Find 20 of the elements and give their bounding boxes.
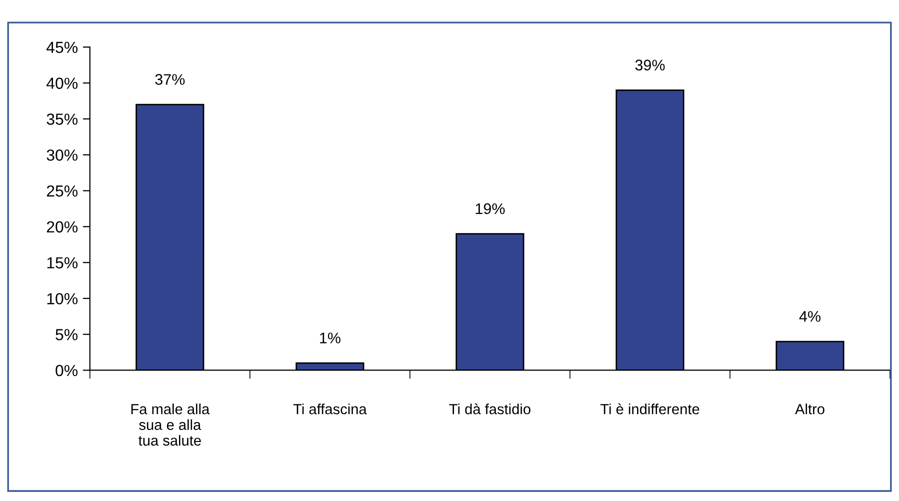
y-tick-label: 15% [47, 257, 78, 268]
data-label: 1% [320, 332, 340, 344]
y-tick-label: 40% [46, 78, 78, 89]
y-tick-label: 30% [46, 149, 78, 161]
x-tick-label: Ti dà fastidio [449, 403, 530, 414]
y-tick-label: 25% [46, 185, 78, 197]
x-tick-label: Ti affascina [293, 404, 367, 414]
y-tick-label: 5% [56, 329, 78, 340]
x-tick-label: Ti è indifferente [600, 403, 700, 414]
data-label: 4% [799, 311, 820, 322]
data-label: 37% [155, 74, 185, 85]
y-tick-label: 0% [56, 364, 78, 376]
data-label: 39% [635, 60, 665, 70]
y-tick-label: 35% [46, 114, 78, 125]
x-tick-label: Fa male alla sua e alla tua salute [131, 404, 210, 446]
y-tick-label: 10% [47, 293, 78, 304]
data-label: 19% [476, 203, 505, 214]
x-tick-label: Altro [795, 404, 824, 414]
y-tick-label: 45% [46, 42, 78, 54]
y-tick-label: 20% [46, 221, 78, 233]
